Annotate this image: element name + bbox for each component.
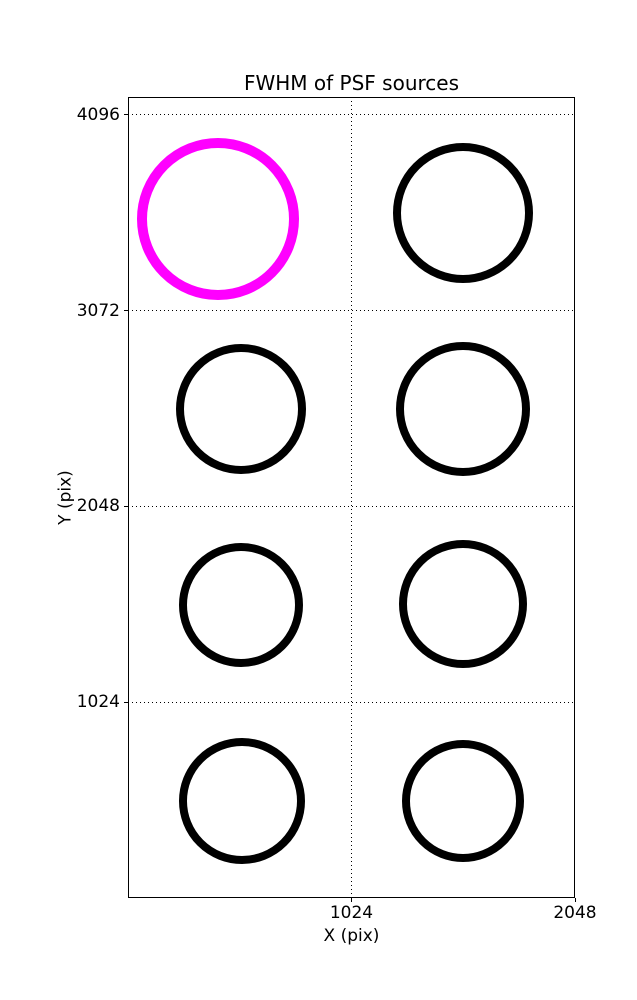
- psf-circle: [176, 343, 307, 474]
- psf-circle: [396, 341, 531, 476]
- y-tick-mark: [124, 701, 128, 703]
- psf-circle-highlighted: [136, 138, 299, 301]
- y-tick-label: 4096: [76, 104, 120, 125]
- y-tick-mark: [124, 114, 128, 116]
- psf-circle: [398, 540, 527, 669]
- x-tick-label: 1024: [329, 903, 374, 923]
- y-tick-label: 3072: [76, 300, 120, 321]
- y-tick-mark: [124, 310, 128, 312]
- x-tick-mark: [574, 898, 576, 902]
- plot-title: FWHM of PSF sources: [243, 71, 460, 95]
- y-tick-label: 2048: [76, 496, 120, 517]
- y-tick-mark: [124, 505, 128, 507]
- psf-circle: [402, 739, 525, 862]
- x-tick-label: 2048: [553, 903, 597, 923]
- x-tick-mark: [351, 898, 352, 902]
- psf-circle: [179, 542, 304, 667]
- y-tick-label: 1024: [76, 692, 120, 713]
- psf-circle: [179, 737, 306, 864]
- x-gridline: [351, 97, 352, 898]
- psf-circle: [393, 143, 534, 284]
- x-axis-label: X (pix): [323, 926, 380, 946]
